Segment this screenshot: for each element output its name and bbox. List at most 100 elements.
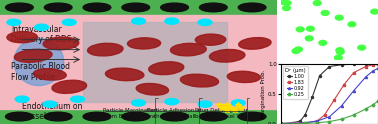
Circle shape: [198, 19, 212, 25]
0.92: [352, 90, 356, 92]
1.83: [322, 114, 327, 116]
0.25: [376, 100, 378, 102]
Circle shape: [43, 101, 57, 107]
1.00: [352, 63, 356, 65]
Ellipse shape: [238, 3, 266, 12]
Circle shape: [321, 11, 329, 15]
1.83: [315, 120, 319, 122]
0.25: [352, 114, 356, 116]
Legend: 1.00, 1.83, 0.92, 0.25: 1.00, 1.83, 0.92, 0.25: [283, 66, 308, 99]
1.00: [364, 63, 368, 64]
Text: Endothelium on
Vessel Wall: Endothelium on Vessel Wall: [22, 102, 82, 121]
1.00: [291, 122, 295, 124]
Ellipse shape: [195, 34, 226, 45]
1.83: [364, 66, 368, 67]
Ellipse shape: [7, 32, 37, 43]
Circle shape: [305, 36, 313, 41]
Ellipse shape: [209, 49, 245, 62]
Circle shape: [282, 6, 290, 11]
0.25: [279, 123, 283, 124]
0.25: [364, 108, 368, 110]
Circle shape: [335, 55, 342, 60]
Circle shape: [371, 9, 378, 14]
Text: Drug Delivery at or
beyond Vessel Wall: Drug Delivery at or beyond Vessel Wall: [195, 108, 248, 119]
0.92: [364, 76, 368, 78]
Ellipse shape: [127, 38, 161, 49]
0.92: [339, 105, 344, 107]
Ellipse shape: [161, 112, 188, 121]
Circle shape: [231, 100, 245, 106]
1.00: [303, 114, 307, 116]
1.83: [342, 84, 346, 85]
Line: 0.92: 0.92: [280, 67, 378, 124]
Ellipse shape: [34, 69, 66, 80]
Ellipse shape: [122, 112, 150, 121]
Ellipse shape: [83, 112, 111, 121]
1.00: [327, 66, 332, 67]
Circle shape: [7, 19, 21, 25]
Circle shape: [198, 101, 212, 107]
Line: 1.83: 1.83: [280, 63, 378, 124]
Circle shape: [294, 47, 302, 52]
Circle shape: [283, 1, 291, 5]
Circle shape: [292, 49, 300, 53]
1.00: [310, 96, 314, 97]
Ellipse shape: [180, 74, 218, 87]
Ellipse shape: [83, 3, 111, 12]
Text: Particle Adhesion at
the Vessel Wall: Particle Adhesion at the Vessel Wall: [147, 108, 202, 119]
Ellipse shape: [136, 83, 169, 95]
Ellipse shape: [88, 43, 123, 56]
0.25: [371, 104, 375, 105]
Ellipse shape: [6, 3, 33, 12]
Circle shape: [35, 24, 48, 30]
Circle shape: [336, 48, 344, 53]
Circle shape: [313, 1, 321, 5]
Bar: [0, 15, 277, 109]
Text: Particle Margination
from Blood Volume: Particle Margination from Blood Volume: [103, 108, 158, 119]
Circle shape: [307, 26, 314, 31]
1.00: [298, 120, 302, 122]
0.92: [376, 68, 378, 69]
1.00: [318, 75, 322, 76]
0.92: [371, 70, 375, 72]
1.00: [339, 64, 344, 65]
Ellipse shape: [105, 68, 144, 81]
Ellipse shape: [44, 112, 72, 121]
Ellipse shape: [44, 3, 72, 12]
Text: Parabolic Blood
Flow Profile: Parabolic Blood Flow Profile: [11, 62, 70, 82]
Ellipse shape: [161, 3, 188, 12]
0.25: [339, 118, 344, 120]
Ellipse shape: [14, 38, 64, 86]
Circle shape: [279, 0, 287, 4]
Bar: [0, 0, 277, 15]
Line: 0.25: 0.25: [280, 100, 378, 124]
0.92: [279, 123, 283, 124]
Ellipse shape: [227, 71, 260, 83]
0.25: [291, 123, 295, 124]
Ellipse shape: [6, 112, 33, 121]
Circle shape: [132, 100, 146, 106]
Circle shape: [165, 18, 179, 24]
Ellipse shape: [122, 3, 150, 12]
Circle shape: [335, 15, 343, 20]
Ellipse shape: [43, 37, 79, 50]
Ellipse shape: [200, 3, 227, 12]
Ellipse shape: [200, 112, 227, 121]
1.83: [376, 63, 378, 65]
Bar: [0, 109, 277, 124]
0.92: [291, 123, 295, 124]
1.83: [279, 123, 283, 124]
Circle shape: [15, 96, 29, 102]
Circle shape: [71, 96, 85, 102]
Circle shape: [348, 22, 356, 27]
Ellipse shape: [149, 62, 184, 75]
Text: Intravascular
Delivery of DDS: Intravascular Delivery of DDS: [11, 25, 71, 44]
Line: 1.00: 1.00: [280, 62, 378, 124]
0.92: [327, 116, 332, 117]
0.25: [303, 123, 307, 124]
1.83: [371, 64, 375, 65]
Circle shape: [358, 45, 366, 50]
Circle shape: [296, 27, 304, 32]
Ellipse shape: [239, 38, 271, 49]
Ellipse shape: [238, 112, 266, 121]
